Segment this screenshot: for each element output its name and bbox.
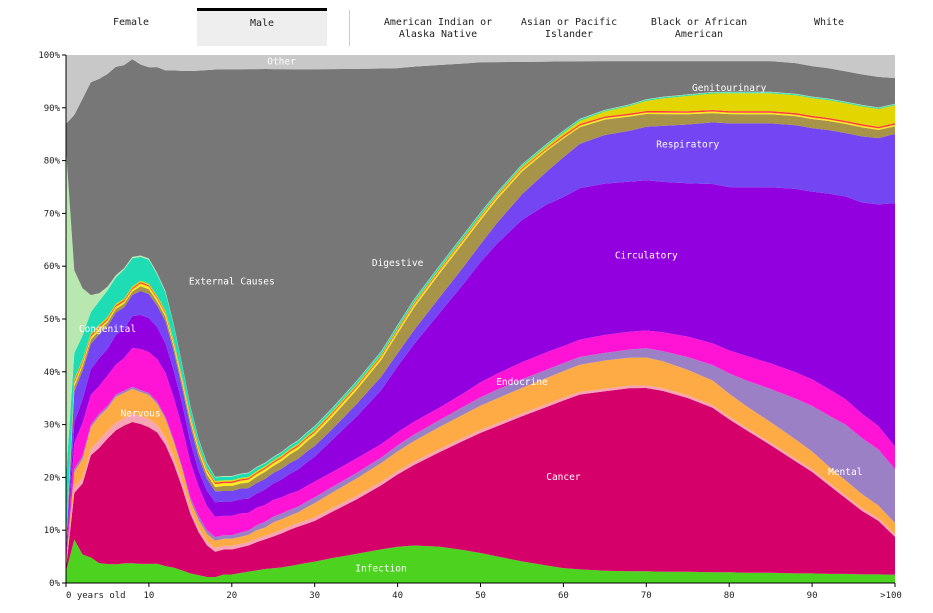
x-tick-label: 80 [724,591,735,601]
y-tick-label: 10% [44,526,61,536]
x-tick-label: 20 [226,591,237,601]
area-nervous[interactable] [66,330,895,563]
area-respiratory[interactable] [66,122,895,552]
y-tick-label: 80% [44,157,61,167]
area-label-other: Other [267,57,296,68]
tab-black-or-african-american[interactable]: Black or African American [650,17,748,40]
x-axis: 0 years old 10 20 30 40 50 60 70 80 90 >100 [65,582,902,601]
area-label-external-causes: External Causes [189,277,275,288]
x-tick-label: 0 years old [66,591,126,601]
y-tick-label: 70% [44,209,61,219]
area-label-endocrine: Endocrine [496,377,548,388]
x-tick-label: 30 [309,591,320,601]
tab-asian-or-pacific-islander[interactable]: Asian or Pacific Islander [520,17,618,40]
area-other[interactable] [66,55,895,124]
chart-area-labels: Infection Cancer Endocrine Mental Nervous Cir… [79,57,863,575]
area-label-circulatory: Circulatory [615,250,678,261]
y-tick-label: 30% [44,421,61,431]
y-tick-label: 100% [38,51,60,61]
y-tick-label: 0% [49,579,60,589]
filter-tabs: Female Male American Indian or Alaska Na… [0,0,933,50]
x-tick-label: 10 [143,591,154,601]
area-label-genitourinary: Genitourinary [692,83,767,94]
y-tick-label: 90% [44,104,61,114]
chart-areas [66,55,895,583]
area-external-causes[interactable] [66,59,895,477]
area-label-digestive: Digestive [372,258,424,269]
area-infection[interactable] [66,539,895,583]
area-label-respiratory: Respiratory [656,139,719,150]
area-label-congenital: Congenital [79,324,136,335]
y-axis: 0% 10% 20% 30% 40% 50% 60% 70% 80% 90% 100% [38,51,67,589]
y-tick-label: 60% [44,262,61,272]
x-tick-label: 70 [641,591,652,601]
tab-female[interactable]: Female [112,17,150,28]
y-tick-label: 50% [44,315,61,325]
x-tick-label: 50 [475,591,486,601]
tab-divider [349,10,350,46]
area-label-infection: Infection [355,563,406,574]
tab-white[interactable]: White [813,17,845,28]
area-label-cancer: Cancer [546,472,581,483]
y-tick-label: 20% [44,473,61,483]
x-tick-label: 90 [807,591,818,601]
y-tick-label: 40% [44,368,61,378]
area-label-mental: Mental [828,467,862,478]
tab-american-indian-or-alaska-native[interactable]: American Indian or Alaska Native [383,17,493,40]
area-label-nervous: Nervous [121,409,161,420]
area-circulatory[interactable] [66,180,895,558]
x-tick-label: 40 [392,591,403,601]
tab-male[interactable]: Male [197,8,327,46]
x-tick-label: >100 [880,591,902,601]
area-cancer[interactable] [66,387,895,578]
x-tick-label: 60 [558,591,569,601]
